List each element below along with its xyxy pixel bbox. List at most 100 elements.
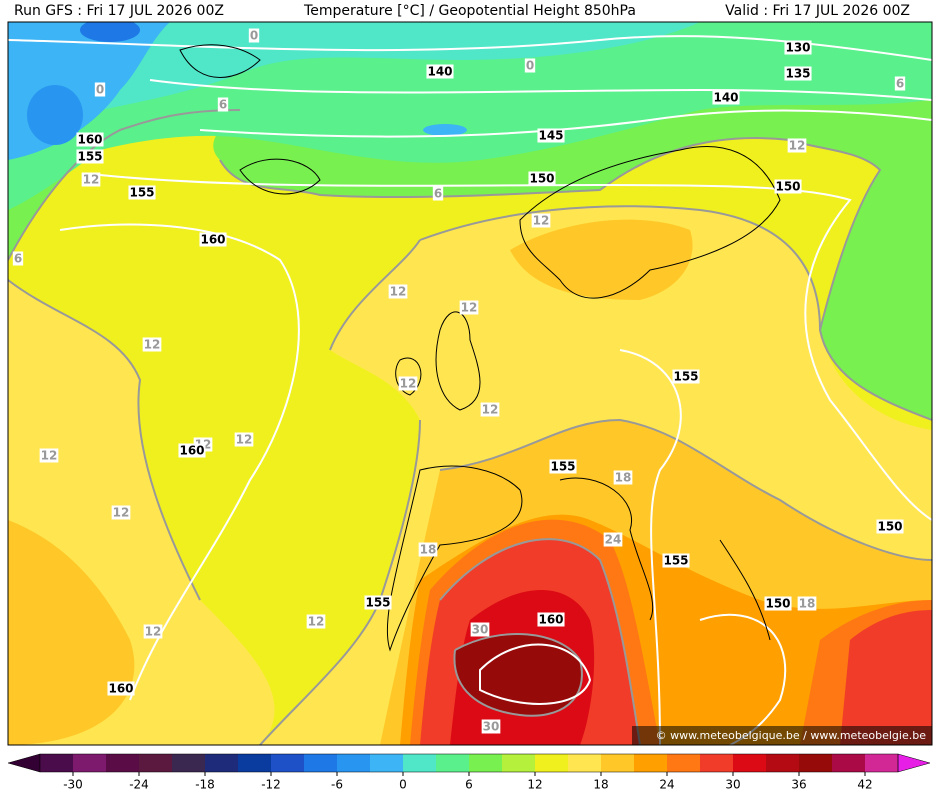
temperature-label: 12 — [143, 624, 163, 639]
height-label: 155 — [672, 369, 700, 384]
colorbar-swatch — [568, 754, 601, 772]
height-label: 155 — [76, 149, 104, 164]
watermark: © www.meteobelgique.be / www.meteobelgie… — [656, 729, 927, 742]
temperature-label: 12 — [787, 138, 807, 153]
temperature-label: 12 — [531, 213, 551, 228]
temperature-label: 12 — [39, 448, 59, 463]
colorbar-swatch — [73, 754, 106, 772]
height-label-text: 135 — [785, 67, 810, 81]
height-label-text: 140 — [713, 91, 738, 105]
height-label-text: 155 — [673, 370, 698, 384]
temperature-label: 6 — [432, 186, 444, 201]
height-label-text: 155 — [550, 460, 575, 474]
temperature-label: 18 — [797, 596, 817, 611]
temperature-label-bg — [388, 284, 408, 299]
temperature-label-bg — [524, 58, 536, 73]
colorbar-swatch — [535, 754, 568, 772]
temperature-label-text: 18 — [615, 471, 632, 485]
temperature-label: 30 — [470, 622, 490, 637]
height-label-bg — [107, 681, 135, 696]
temperature-label-text: 6 — [14, 252, 22, 266]
height-label-bg — [178, 443, 206, 458]
colorbar-tick-label: -24 — [129, 778, 149, 792]
temperature-label-bg — [217, 97, 229, 112]
temperature-label-bg — [306, 614, 326, 629]
temperature-label: 12 — [142, 337, 162, 352]
temperature-label-bg — [797, 596, 817, 611]
height-label-bg — [662, 553, 690, 568]
colorbar-swatch — [865, 754, 898, 772]
temperature-label-text: 12 — [236, 433, 253, 447]
temperature-label: 12 — [306, 614, 326, 629]
temperature-label-bg — [894, 76, 906, 91]
temperature-label-bg — [81, 172, 101, 187]
temperature-label-bg — [398, 376, 418, 391]
height-label-text: 160 — [77, 133, 102, 147]
colorbar-swatch — [40, 754, 73, 772]
temperature-label-text: 12 — [83, 173, 100, 187]
height-label: 130 — [784, 40, 812, 55]
temperature-label-bg — [111, 505, 131, 520]
temperature-label: 6 — [12, 251, 24, 266]
colorbar-swatch — [502, 754, 535, 772]
height-label-text: 160 — [108, 682, 133, 696]
temperature-label-bg — [470, 622, 490, 637]
temperature-label-text: 6 — [434, 187, 442, 201]
temperature-label-text: 12 — [144, 338, 161, 352]
height-label-bg — [537, 128, 565, 143]
temperature-label-text: 24 — [605, 533, 622, 547]
temperature-label-bg — [613, 470, 633, 485]
height-label: 155 — [128, 185, 156, 200]
colorbar-swatch — [304, 754, 337, 772]
temperature-label-text: 12 — [789, 139, 806, 153]
height-label-text: 150 — [529, 172, 554, 186]
temperature-label: 12 — [459, 300, 479, 315]
temperature-label-bg — [459, 300, 479, 315]
colorbar-tick-label: -18 — [195, 778, 215, 792]
colorbar-tick-label: 6 — [465, 778, 473, 792]
temperature-label: 6 — [894, 76, 906, 91]
height-label-bg — [76, 149, 104, 164]
temperature-label: 18 — [613, 470, 633, 485]
colorbar-tick-label: -12 — [261, 778, 281, 792]
temperature-label-text: 6 — [219, 98, 227, 112]
temperature-label: 12 — [81, 172, 101, 187]
temperature-label-bg — [12, 251, 24, 266]
temperature-label-bg — [39, 448, 59, 463]
colorbar-swatch — [238, 754, 271, 772]
temperature-label-bg — [531, 213, 551, 228]
temperature-label-text: 12 — [145, 625, 162, 639]
colorbar-tick-label: 36 — [791, 778, 806, 792]
temperature-label-text: 12 — [461, 301, 478, 315]
height-label-bg — [764, 596, 792, 611]
temperature-label: 12 — [480, 402, 500, 417]
temperature-label: 0 — [94, 82, 106, 97]
colorbar-tick-label: 24 — [659, 778, 674, 792]
temperature-label: 30 — [481, 719, 501, 734]
colorbar-swatch — [667, 754, 700, 772]
height-label: 160 — [178, 443, 206, 458]
colorbar-swatch — [733, 754, 766, 772]
height-label-bg — [784, 66, 812, 81]
height-label-text: 150 — [877, 520, 902, 534]
height-label-text: 155 — [129, 186, 154, 200]
temperature-label-bg — [787, 138, 807, 153]
height-label-bg — [876, 519, 904, 534]
temperature-label-bg — [418, 542, 438, 557]
height-label-bg — [712, 90, 740, 105]
colorbar-swatch — [139, 754, 172, 772]
temperature-label-text: 18 — [420, 543, 437, 557]
height-label-bg — [364, 595, 392, 610]
temperature-label-bg — [603, 532, 623, 547]
height-label-bg — [128, 185, 156, 200]
height-label-bg — [528, 171, 556, 186]
temperature-label-text: 18 — [799, 597, 816, 611]
colorbar-swatch — [601, 754, 634, 772]
height-label-bg — [549, 459, 577, 474]
map-fields: © www.meteobelgique.be / www.meteobelgie… — [7, 21, 933, 746]
temperature-label-text: 30 — [472, 623, 489, 637]
colorbar-tick-label: 42 — [857, 778, 872, 792]
height-label-text: 155 — [365, 596, 390, 610]
temperature-label-text: 12 — [400, 377, 417, 391]
temperature-label-text: 12 — [390, 285, 407, 299]
